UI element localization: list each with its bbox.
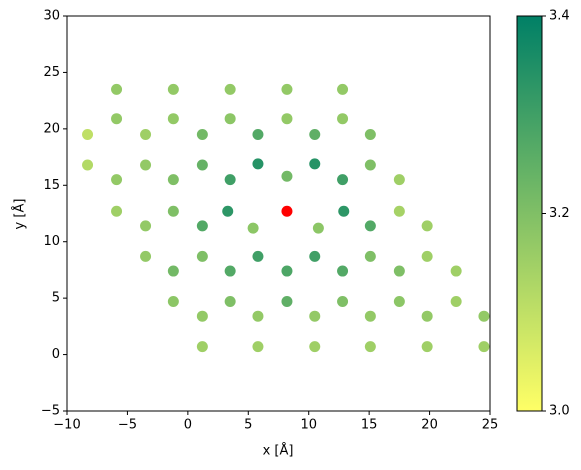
point: [337, 113, 349, 125]
point: [364, 250, 376, 262]
point: [140, 159, 152, 171]
y-tick-label: 15: [43, 178, 60, 193]
colorbar-tick-label: 3.2: [549, 206, 570, 221]
point: [364, 310, 376, 322]
colorbar-tick-label: 3.0: [549, 404, 570, 419]
point: [111, 113, 123, 125]
point: [140, 250, 152, 262]
point: [281, 265, 293, 277]
point: [167, 113, 179, 125]
point: [364, 159, 376, 171]
point: [364, 129, 376, 140]
y-tick-label: −5: [41, 404, 60, 419]
point: [167, 296, 179, 308]
x-tick-label: 10: [300, 418, 317, 433]
point: [337, 174, 349, 186]
point: [393, 296, 405, 308]
point: [222, 205, 234, 217]
point: [309, 341, 321, 353]
point: [224, 265, 236, 277]
point: [281, 205, 293, 217]
y-tick-label: 5: [52, 291, 60, 306]
x-tick-label: 25: [482, 418, 499, 433]
point: [337, 83, 349, 95]
point: [82, 129, 94, 140]
point: [281, 113, 293, 125]
point: [281, 296, 293, 308]
point: [167, 174, 179, 186]
point: [337, 265, 349, 277]
plot-frame: [66, 15, 491, 412]
point: [421, 250, 433, 262]
point: [140, 129, 152, 140]
point: [196, 310, 208, 322]
point: [450, 265, 462, 277]
x-tick-label: −10: [53, 418, 80, 433]
point: [111, 83, 123, 95]
point: [338, 205, 350, 217]
point: [309, 250, 321, 262]
y-tick-label: 25: [43, 65, 60, 80]
point: [247, 222, 259, 234]
point: [252, 250, 264, 262]
point: [196, 250, 208, 262]
point: [224, 174, 236, 186]
y-tick-label: 0: [52, 347, 60, 362]
point: [364, 341, 376, 353]
point: [309, 129, 321, 140]
point: [393, 265, 405, 277]
point: [309, 310, 321, 322]
point: [478, 310, 490, 322]
y-tick-label: 10: [43, 234, 60, 249]
point: [421, 310, 433, 322]
point: [421, 341, 433, 353]
x-tick-label: 0: [184, 418, 192, 433]
x-tick-label: 5: [244, 418, 252, 433]
point: [167, 83, 179, 95]
point: [281, 83, 293, 95]
point: [224, 113, 236, 125]
point: [167, 205, 179, 217]
y-tick-label: 20: [43, 121, 60, 136]
y-tick-label: 30: [43, 9, 60, 24]
point: [478, 341, 490, 353]
point: [393, 205, 405, 217]
colorbar-tick-label: 3.4: [549, 9, 570, 24]
point: [196, 129, 208, 140]
point: [196, 341, 208, 353]
point: [252, 341, 264, 353]
point: [224, 83, 236, 95]
point: [224, 296, 236, 308]
point: [252, 158, 264, 170]
point: [309, 158, 321, 170]
point: [140, 220, 152, 232]
point: [393, 174, 405, 186]
x-tick-label: 15: [361, 418, 378, 433]
y-axis-label: y [Å]: [12, 199, 28, 230]
point: [364, 220, 376, 232]
point: [196, 220, 208, 232]
point: [421, 220, 433, 232]
point: [196, 159, 208, 171]
point: [312, 222, 324, 234]
point: [111, 205, 123, 217]
point: [252, 129, 264, 140]
point: [111, 174, 123, 186]
x-axis-label: x [Å]: [263, 443, 294, 459]
colorbar: [516, 15, 543, 412]
point: [82, 159, 94, 171]
point: [167, 265, 179, 277]
point: [450, 296, 462, 308]
x-tick-label: 20: [421, 418, 438, 433]
point: [252, 310, 264, 322]
point: [337, 296, 349, 308]
point: [281, 170, 293, 182]
x-tick-label: −5: [118, 418, 137, 433]
